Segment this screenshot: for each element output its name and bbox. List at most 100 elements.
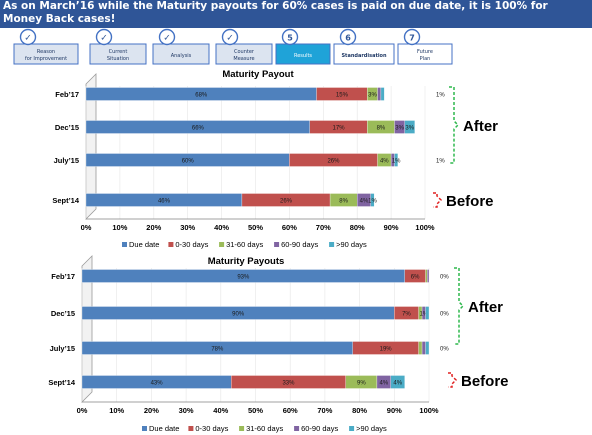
bar-segment-90-days <box>380 87 385 101</box>
data-label: 8% <box>377 126 386 132</box>
after-label: After <box>463 118 498 135</box>
step-box <box>13 43 79 65</box>
step-analysis[interactable]: ✓ Analysis <box>152 28 210 65</box>
x-tick-label: 90% <box>384 223 399 232</box>
step-marker: ✓ <box>163 34 171 44</box>
legend-swatch-90-days <box>349 426 355 431</box>
data-label: 26% <box>327 159 340 165</box>
check-circle-icon <box>158 28 176 46</box>
legend-label: 31-60 days <box>226 240 263 249</box>
x-tick-label: 80% <box>350 223 365 232</box>
bar-segment-90-days <box>425 341 430 355</box>
step-marker: ✓ <box>100 34 108 44</box>
step-box <box>215 43 273 65</box>
x-tick-label: 30% <box>179 406 194 415</box>
x-tick-label: 80% <box>352 406 367 415</box>
step-marker: 6 <box>345 34 351 43</box>
step-label: Plan <box>420 56 431 62</box>
data-label: 1% <box>419 312 428 318</box>
y-tick-label: Sept’14 <box>48 378 76 387</box>
header-banner: As on March’16 while the Maturity payout… <box>0 0 592 28</box>
legend-swatch-60-90-days <box>294 426 300 431</box>
data-label: 9% <box>357 381 366 387</box>
legend-label: Due date <box>129 240 159 249</box>
before-label: Before <box>446 193 494 210</box>
x-tick-label: 70% <box>316 223 331 232</box>
data-label: 3% <box>368 93 377 99</box>
check-circle-icon <box>95 28 113 46</box>
data-label: 8% <box>339 199 348 205</box>
data-label: 33% <box>282 381 295 387</box>
legend-label: 60-90 days <box>301 424 338 433</box>
bar-segment-90-days <box>370 193 375 207</box>
after-label: After <box>468 299 503 316</box>
y-tick-label: Sept’14 <box>52 196 80 205</box>
x-tick-label: 60% <box>282 223 297 232</box>
legend-label: Due date <box>149 424 179 433</box>
after-bracket <box>449 86 460 164</box>
step-marker: 7 <box>409 34 415 43</box>
data-label: 68% <box>195 93 208 99</box>
step-standardisation[interactable]: 6 Standardisation <box>333 28 395 65</box>
bar-segment-90-days <box>394 153 399 167</box>
x-tick-label: 20% <box>146 223 161 232</box>
x-tick-label: 20% <box>144 406 159 415</box>
step-marker: ✓ <box>226 34 234 44</box>
step-label: Standardisation <box>341 53 387 59</box>
data-label: 17% <box>333 126 346 132</box>
maturity-payout-chart: Maturity Payout 0% 10% 20% 30% 40% 50% 60% 70% 80… <box>52 69 498 249</box>
before-bracket <box>448 372 458 388</box>
before-label: Before <box>461 373 509 390</box>
data-label: 4% <box>393 381 402 387</box>
step-box <box>275 43 331 65</box>
legend-label: >90 days <box>356 424 387 433</box>
legend-label: 31-60 days <box>246 424 283 433</box>
step-results[interactable]: 5 Results <box>275 28 331 65</box>
step-number-circle <box>281 28 299 46</box>
chart-title: Maturity Payouts <box>208 256 285 267</box>
x-tick-label: 10% <box>109 406 124 415</box>
x-tick-label: 10% <box>112 223 127 232</box>
data-label: 90% <box>232 312 245 318</box>
legend-swatch-90-days <box>329 242 335 247</box>
step-label: Counter <box>234 49 255 55</box>
y-tick-label: Feb’17 <box>51 272 75 281</box>
bar-segment-31-60-days <box>425 269 428 283</box>
bar-segment-90-days <box>404 120 415 134</box>
x-tick-label: 90% <box>387 406 402 415</box>
step-label: Reason <box>37 49 55 55</box>
chart-legend: Due date 0-30 days 31-60 days 60-90 days >90… <box>142 424 387 433</box>
data-label: 3% <box>405 126 414 132</box>
data-label: 15% <box>336 93 349 99</box>
legend-swatch-31-60-days <box>239 426 245 431</box>
x-tick-label: 40% <box>214 223 229 232</box>
data-label: 66% <box>192 126 205 132</box>
page-title: As on March’16 while the Maturity payout… <box>3 0 548 25</box>
legend-swatch-31-60-days <box>219 242 225 247</box>
x-tick-label: 50% <box>248 223 263 232</box>
maturity-payouts-chart: Maturity Payouts 0% 10% 20% 30% 40% 50% 60% 70% 8… <box>48 255 509 433</box>
legend-label: 0-30 days <box>195 424 228 433</box>
outside-data-label: 0% <box>440 347 449 353</box>
step-marker: ✓ <box>24 34 32 44</box>
data-label: 4% <box>380 381 389 387</box>
step-label: for Improvement <box>25 56 67 62</box>
data-label: 43% <box>151 381 164 387</box>
bar-segment-60-90-days <box>377 87 382 101</box>
step-number-circle <box>339 28 357 46</box>
data-label: 3% <box>395 126 404 132</box>
step-label: Current <box>109 49 128 55</box>
y-tick-label: Feb’17 <box>55 90 79 99</box>
outside-data-label: 0% <box>440 275 449 281</box>
x-tick-label: 40% <box>213 406 228 415</box>
x-tick-label: 60% <box>283 406 298 415</box>
x-tick-label: 100% <box>415 223 435 232</box>
bar-segment-60-90-days <box>421 341 426 355</box>
data-label: 1% <box>392 159 401 165</box>
